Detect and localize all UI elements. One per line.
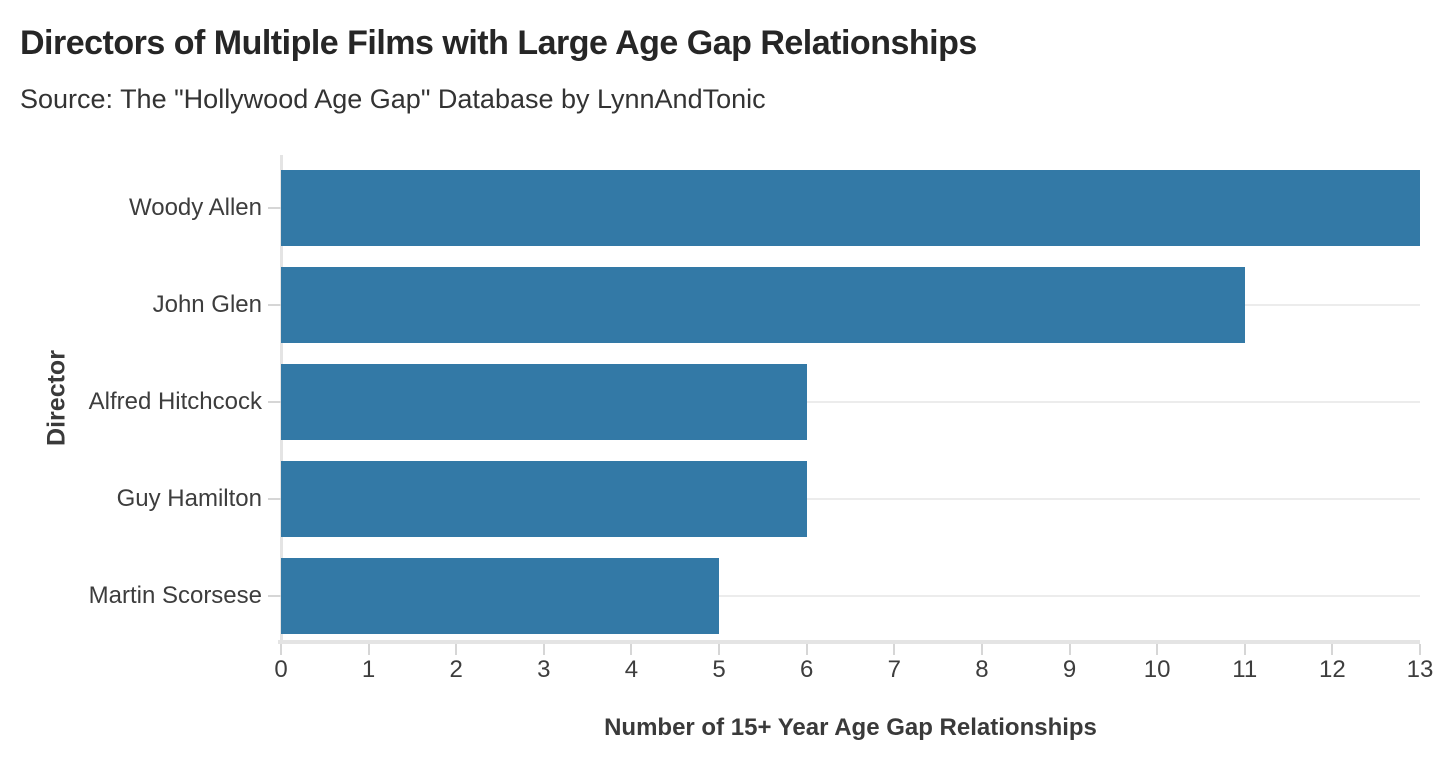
x-tick-mark — [980, 644, 983, 655]
x-tick-label: 4 — [624, 656, 639, 683]
y-tick-mark — [268, 595, 281, 597]
x-tick-mark — [630, 644, 633, 655]
bar-guy-hamilton — [281, 461, 807, 537]
bar-alfred-hitchcock — [281, 364, 807, 440]
category-label: Alfred Hitchcock — [88, 388, 262, 415]
category-gridline — [281, 498, 1420, 500]
x-tick-label: 10 — [1143, 656, 1171, 683]
x-tick-label: 0 — [274, 656, 288, 683]
x-tick-mark — [1243, 644, 1246, 655]
x-tick-mark — [718, 644, 721, 655]
x-tick-label: 11 — [1232, 656, 1258, 683]
y-tick-mark — [268, 304, 281, 306]
x-tick-label: 3 — [537, 656, 551, 683]
x-tick-mark — [893, 644, 896, 655]
x-tick-label: 12 — [1319, 656, 1346, 683]
category-label: Martin Scorsese — [88, 582, 262, 609]
x-tick-mark — [1331, 644, 1334, 655]
x-tick-label: 6 — [800, 656, 814, 683]
y-tick-mark — [268, 207, 281, 209]
category-gridline — [281, 595, 1420, 597]
x-axis-line — [278, 640, 1420, 644]
x-tick-mark — [1156, 644, 1159, 655]
category-gridline — [281, 401, 1420, 403]
x-tick-label: 8 — [975, 656, 989, 683]
x-tick-label: 2 — [449, 656, 463, 683]
plot-area: Number of 15+ Year Age Gap Relationships… — [43, 155, 1433, 741]
x-tick-mark — [542, 644, 545, 655]
category-label: John Glen — [152, 291, 262, 318]
x-tick-label: 7 — [887, 656, 901, 683]
chart-title: Directors of Multiple Films with Large A… — [20, 24, 977, 62]
y-tick-mark — [268, 498, 281, 500]
x-tick-label: 9 — [1062, 656, 1077, 683]
x-tick-mark — [367, 644, 370, 655]
x-tick-label: 1 — [361, 656, 376, 683]
category-label: Guy Hamilton — [116, 485, 262, 512]
x-axis-title: Number of 15+ Year Age Gap Relationships — [604, 714, 1097, 741]
x-tick-mark — [1419, 644, 1421, 655]
x-tick-mark — [280, 644, 282, 655]
x-tick-label: 5 — [712, 656, 726, 683]
chart-subtitle: Source: The "Hollywood Age Gap" Database… — [20, 84, 766, 114]
category-label: Woody Allen — [129, 194, 262, 221]
x-tick-mark — [805, 644, 808, 655]
x-tick-mark — [1068, 644, 1071, 655]
x-tick-label: 13 — [1406, 656, 1434, 683]
x-tick-mark — [455, 644, 458, 655]
y-tick-mark — [268, 401, 281, 403]
bar-woody-allen — [281, 170, 1420, 246]
bar-john-glen — [281, 267, 1245, 343]
y-axis-title: Director — [42, 349, 71, 446]
bar-martin-scorsese — [281, 558, 720, 634]
